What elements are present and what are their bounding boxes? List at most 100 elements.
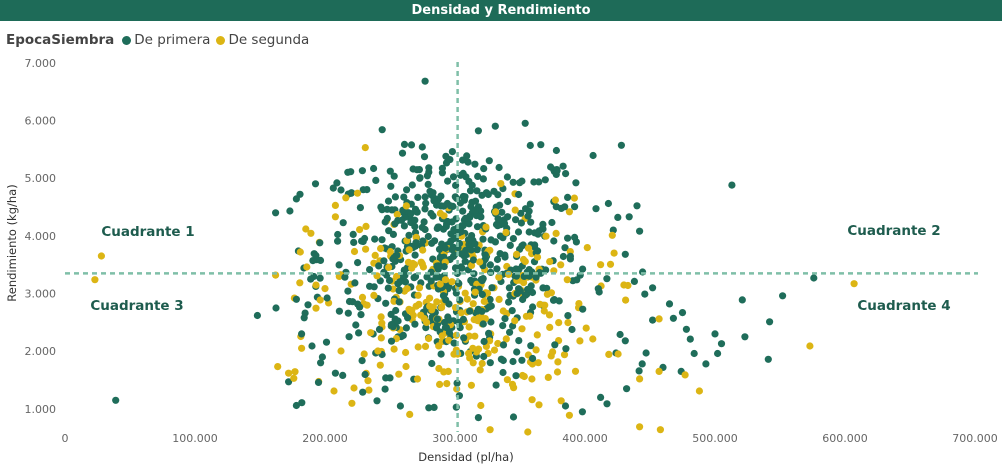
data-point-de-segunda <box>414 291 422 299</box>
data-point-de-primera <box>393 251 401 259</box>
data-point-de-primera <box>517 219 526 227</box>
data-point-de-primera <box>438 169 446 177</box>
data-point-de-segunda <box>806 342 814 350</box>
data-point-de-primera <box>443 199 451 208</box>
data-point-de-primera <box>518 356 526 364</box>
data-point-de-primera <box>474 127 482 135</box>
data-point-de-primera <box>356 204 364 212</box>
data-point-de-primera <box>400 222 408 230</box>
data-point-de-primera <box>562 170 570 178</box>
data-point-de-segunda <box>564 319 572 327</box>
data-point-de-segunda <box>331 213 339 221</box>
data-point-de-segunda <box>307 229 315 237</box>
legend-swatch-de-segunda <box>216 35 226 45</box>
data-point-de-segunda <box>285 369 293 377</box>
data-point-de-segunda <box>480 297 488 305</box>
data-point-de-segunda <box>681 371 689 379</box>
data-point-de-primera <box>344 309 352 317</box>
data-point-de-segunda <box>565 208 574 216</box>
data-point-de-primera <box>529 354 537 363</box>
data-point-de-primera <box>345 333 353 341</box>
data-point-de-segunda <box>570 194 579 202</box>
data-point-de-primera <box>445 300 453 308</box>
data-point-de-primera <box>411 273 420 281</box>
data-point-de-segunda <box>606 260 615 268</box>
data-point-de-primera <box>459 207 467 215</box>
data-point-de-primera <box>649 316 657 324</box>
data-point-de-segunda <box>624 281 632 290</box>
data-point-de-segunda <box>426 302 434 310</box>
data-point-de-segunda <box>316 296 324 304</box>
data-point-de-primera <box>401 271 409 280</box>
data-point-de-primera <box>401 278 410 286</box>
data-point-de-segunda <box>469 359 477 367</box>
data-point-de-primera <box>316 239 324 247</box>
data-point-de-segunda <box>421 342 430 350</box>
quadrant-label-4: Cuadrante 4 <box>857 298 950 314</box>
data-point-de-segunda <box>557 261 565 269</box>
data-point-de-segunda <box>435 342 443 350</box>
chart-title: Densidad y Rendimiento <box>411 3 591 18</box>
data-point-de-primera <box>486 359 494 367</box>
data-point-de-segunda <box>482 223 490 231</box>
data-point-de-primera <box>621 250 629 258</box>
data-point-de-segunda <box>465 349 473 357</box>
data-point-de-primera <box>389 230 397 238</box>
data-point-de-primera <box>387 182 395 190</box>
data-point-de-primera <box>494 222 502 230</box>
legend-item-de-primera[interactable]: De primera <box>120 32 210 48</box>
data-point-de-segunda <box>395 370 403 378</box>
data-point-de-primera <box>334 230 342 239</box>
data-point-de-primera <box>467 246 475 254</box>
data-point-de-segunda <box>91 276 99 284</box>
data-point-de-primera <box>459 192 467 201</box>
data-point-de-primera <box>572 179 580 187</box>
data-point-de-primera <box>504 197 512 206</box>
data-point-de-primera <box>421 77 429 85</box>
data-point-de-primera <box>636 227 644 235</box>
data-point-de-primera <box>400 193 408 201</box>
data-point-de-segunda <box>377 334 385 342</box>
data-point-de-primera <box>532 273 540 281</box>
legend-item-de-segunda[interactable]: De segunda <box>214 32 309 48</box>
data-point-de-segunda <box>403 237 411 245</box>
data-point-de-segunda <box>356 226 364 234</box>
data-point-de-segunda <box>365 386 373 394</box>
data-point-de-primera <box>526 141 534 150</box>
data-point-de-primera <box>460 334 468 342</box>
data-point-de-segunda <box>520 372 528 381</box>
data-point-de-primera <box>347 189 356 197</box>
data-point-de-primera <box>411 205 420 213</box>
data-point-de-primera <box>453 379 461 387</box>
data-point-de-primera <box>810 274 818 282</box>
data-point-de-primera <box>477 213 485 221</box>
data-point-de-primera <box>318 353 326 361</box>
data-point-de-primera <box>473 246 481 254</box>
data-point-de-primera <box>421 193 429 201</box>
data-point-de-segunda <box>477 401 485 410</box>
data-point-de-primera <box>380 257 388 265</box>
data-point-de-segunda <box>414 343 422 351</box>
data-point-de-segunda <box>495 295 503 303</box>
data-point-de-segunda <box>374 347 382 355</box>
data-point-de-segunda <box>402 362 410 371</box>
data-point-de-primera <box>427 277 435 285</box>
data-point-de-primera <box>304 301 312 309</box>
data-point-de-segunda <box>386 248 394 256</box>
data-point-de-primera <box>592 205 600 213</box>
data-point-de-segunda <box>543 290 552 298</box>
data-point-de-primera <box>525 228 533 236</box>
data-point-de-segunda <box>303 263 311 271</box>
data-point-de-primera <box>513 348 521 356</box>
data-point-de-primera <box>411 222 419 231</box>
data-point-de-segunda <box>478 359 486 368</box>
data-point-de-primera <box>633 202 641 210</box>
data-point-de-segunda <box>457 309 465 317</box>
data-point-de-primera <box>625 213 633 221</box>
data-point-de-segunda <box>532 346 540 354</box>
data-point-de-segunda <box>408 306 416 314</box>
data-point-de-segunda <box>622 296 630 304</box>
data-point-de-segunda <box>551 196 560 204</box>
data-point-de-segunda <box>503 376 511 384</box>
data-point-de-primera <box>478 191 486 199</box>
